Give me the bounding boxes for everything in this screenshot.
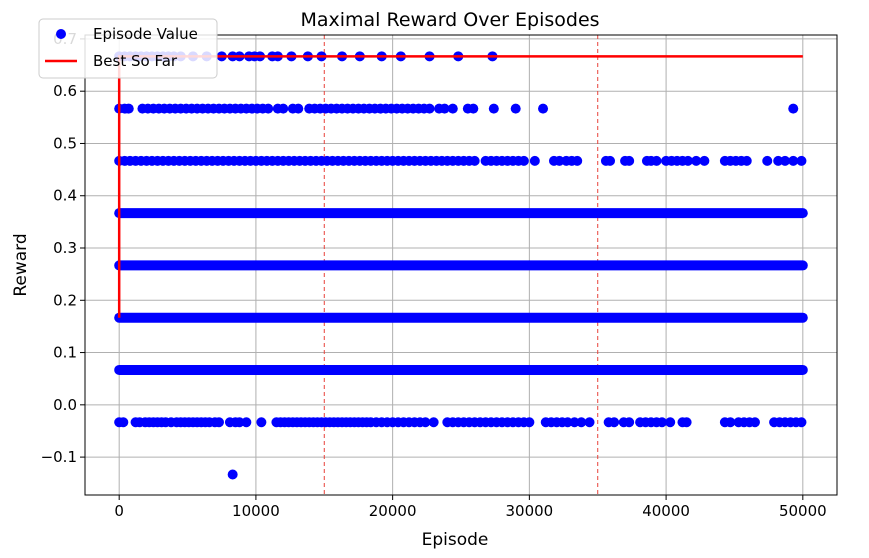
y-tick-label: 0.2	[53, 291, 77, 309]
scatter-point	[569, 417, 580, 428]
y-tick-label: 0.6	[53, 82, 77, 100]
best-so-far-line	[117, 55, 803, 318]
legend-box	[38, 18, 218, 79]
scatter-point	[256, 417, 267, 428]
scatter-point	[227, 469, 238, 480]
scatter-point	[469, 155, 480, 166]
scatter-point	[213, 417, 224, 428]
scatter-point	[609, 417, 620, 428]
scatter-point	[518, 155, 529, 166]
scatter-point	[699, 155, 710, 166]
scatter-point	[725, 417, 736, 428]
scatter-points	[114, 51, 807, 480]
x-tick-label: 10000	[232, 502, 280, 520]
y-tick-label: 0.1	[53, 344, 77, 362]
scatter-point	[241, 417, 252, 428]
y-tick-label: 0.5	[53, 134, 77, 152]
scatter-point	[624, 155, 635, 166]
scatter-point	[562, 417, 573, 428]
scatter-point	[651, 155, 662, 166]
scatter-point	[118, 417, 129, 428]
scatter-point	[780, 155, 791, 166]
scatter-point	[278, 103, 289, 114]
scatter-point	[624, 417, 635, 428]
plot-frame	[84, 34, 838, 496]
x-tick-label: 20000	[369, 502, 417, 520]
dense-point-bands	[114, 208, 808, 375]
scatter-point	[749, 417, 760, 428]
scatter-point	[538, 103, 549, 114]
scatter-point	[572, 155, 583, 166]
x-axis-ticks: 0 10000 20000 30000 40000 50000	[114, 495, 827, 520]
scatter-point	[468, 103, 479, 114]
scatter-point	[554, 155, 565, 166]
scatter-point	[584, 417, 595, 428]
scatter-point	[773, 155, 784, 166]
scatter-point	[796, 417, 807, 428]
scatter-point	[681, 417, 692, 428]
y-axis-label: Reward	[11, 233, 31, 296]
x-tick-label: 40000	[642, 502, 690, 520]
scatter-point	[762, 155, 773, 166]
chart-title: Maximal Reward Over Episodes	[300, 9, 599, 31]
scatter-point	[488, 103, 499, 114]
scatter-point	[682, 155, 693, 166]
y-tick-label: 0.4	[53, 187, 77, 205]
scatter-point	[576, 417, 587, 428]
legend: Episode Value Best So Far	[38, 18, 218, 79]
scatter-point	[447, 103, 458, 114]
scatter-point	[293, 103, 304, 114]
scatter-point	[529, 155, 540, 166]
scatter-point	[234, 417, 245, 428]
x-tick-label: 0	[114, 502, 124, 520]
scatter-point	[788, 155, 799, 166]
scatter-point	[691, 155, 702, 166]
scatter-point	[524, 417, 535, 428]
scatter-point	[510, 103, 521, 114]
x-tick-label: 30000	[506, 502, 554, 520]
legend-marker-episode-value	[56, 29, 66, 39]
x-tick-label: 50000	[779, 502, 827, 520]
legend-label-best-so-far: Best So Far	[93, 52, 178, 70]
scatter-point	[741, 155, 752, 166]
y-tick-label: 0.0	[53, 396, 77, 414]
scatter-point	[428, 417, 439, 428]
scatter-point	[263, 103, 274, 114]
x-axis-label: Episode	[422, 530, 489, 550]
scatter-point	[424, 103, 435, 114]
scatter-point	[665, 417, 676, 428]
scatter-point	[605, 155, 616, 166]
scatter-point	[439, 103, 450, 114]
scatter-point	[123, 103, 134, 114]
scatter-point	[656, 417, 667, 428]
scatter-point	[788, 103, 799, 114]
y-tick-label: −0.1	[41, 448, 77, 466]
y-tick-label: 0.3	[53, 239, 77, 257]
scatter-point	[420, 417, 431, 428]
legend-label-episode-value: Episode Value	[93, 25, 198, 43]
scatter-point	[796, 155, 807, 166]
best-so-far-line-group	[117, 55, 803, 318]
